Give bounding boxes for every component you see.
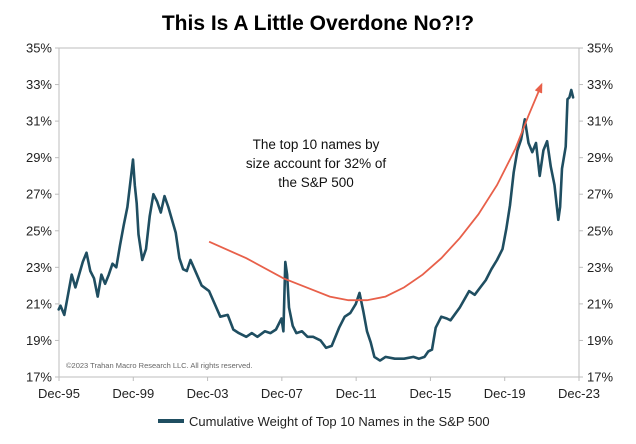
series-line-top10-weight — [57, 88, 575, 362]
x-tick-label: Dec-03 — [187, 386, 229, 401]
y-left-tick-label: 33% — [26, 77, 52, 92]
trend-arrow — [208, 82, 543, 302]
y-left-tick-label: 31% — [26, 114, 52, 129]
legend-label: Cumulative Weight of Top 10 Names in the… — [189, 414, 490, 429]
y-left-tick-label: 29% — [26, 150, 52, 165]
y-right-tick-label: 19% — [587, 333, 613, 348]
x-tick-label: Dec-15 — [409, 386, 451, 401]
annotation-line-1: The top 10 names by — [253, 137, 380, 152]
y-axis-right: 35% 33% 31% 29% 27% 25% 23% 21% 19% 17% — [579, 41, 613, 385]
x-axis: Dec-95 Dec-99 Dec-03 Dec-07 Dec-11 Dec-15 Dec-… — [38, 377, 600, 401]
plot-area-frame — [58, 47, 580, 378]
x-tick-label: Dec-99 — [112, 386, 154, 401]
y-right-tick-label: 21% — [587, 296, 613, 311]
copyright-notice: ©2023 Trahan Macro Research LLC. All rig… — [66, 361, 252, 370]
y-axis-left: 35% 33% 31% 29% 27% 25% 23% 21% 19% 17% — [26, 41, 59, 385]
x-tick-label: Dec-95 — [38, 386, 80, 401]
y-left-tick-label: 17% — [26, 370, 52, 385]
legend: Cumulative Weight of Top 10 Names in the… — [158, 414, 490, 429]
x-tick-label: Dec-07 — [261, 386, 303, 401]
y-left-tick-label: 35% — [26, 41, 52, 56]
annotation-line-2: size account for 32% of — [246, 156, 387, 171]
y-left-tick-label: 27% — [26, 187, 52, 202]
y-right-tick-label: 33% — [587, 77, 613, 92]
x-tick-label: Dec-11 — [336, 386, 377, 401]
series-layer — [57, 82, 575, 362]
annotation: The top 10 names by size account for 32%… — [246, 137, 387, 190]
x-tick-label: Dec-23 — [558, 386, 600, 401]
y-left-tick-label: 21% — [26, 296, 52, 311]
y-right-tick-label: 29% — [587, 150, 613, 165]
y-left-tick-label: 19% — [26, 333, 52, 348]
y-right-tick-label: 31% — [587, 114, 613, 129]
y-right-tick-label: 25% — [587, 223, 613, 238]
y-right-tick-label: 35% — [587, 41, 613, 56]
y-right-tick-label: 17% — [587, 370, 613, 385]
y-right-tick-label: 27% — [587, 187, 613, 202]
y-left-tick-label: 23% — [26, 260, 52, 275]
x-tick-label: Dec-19 — [484, 386, 526, 401]
annotation-line-3: the S&P 500 — [278, 175, 354, 190]
y-right-tick-label: 23% — [587, 260, 613, 275]
y-left-tick-label: 25% — [26, 223, 52, 238]
chart-title: This Is A Little Overdone No?!? — [161, 12, 475, 35]
